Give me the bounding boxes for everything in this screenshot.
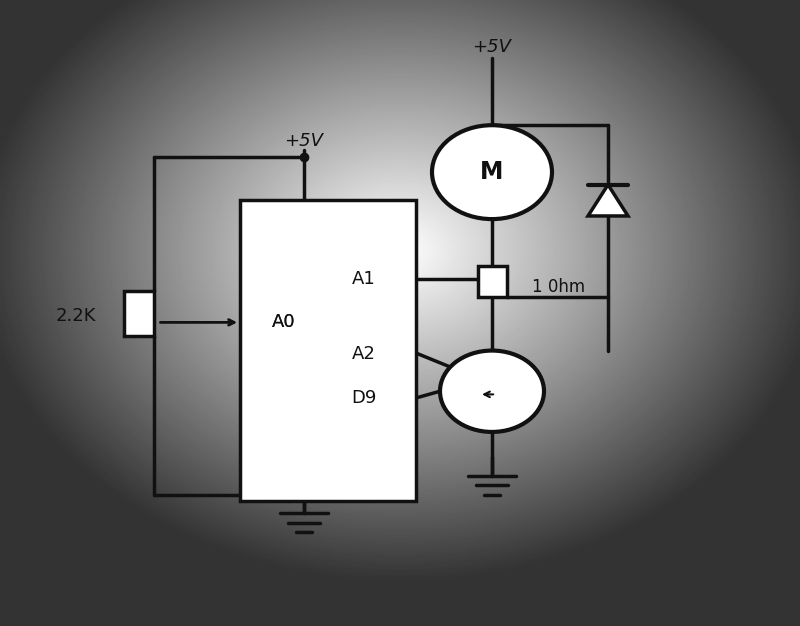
Text: D9: D9 <box>351 389 377 406</box>
Text: +5V: +5V <box>473 38 511 56</box>
Text: +5V: +5V <box>285 132 323 150</box>
Bar <box>124 291 154 336</box>
Text: A2: A2 <box>352 345 376 362</box>
Bar <box>240 200 416 501</box>
Polygon shape <box>588 185 628 216</box>
Text: A0: A0 <box>272 314 296 331</box>
Text: 1 0hm: 1 0hm <box>532 278 585 295</box>
Circle shape <box>432 125 552 219</box>
Text: 2.2K: 2.2K <box>56 307 96 325</box>
Circle shape <box>440 351 544 432</box>
Text: A1: A1 <box>352 270 376 287</box>
Bar <box>478 266 507 297</box>
Text: M: M <box>480 160 504 184</box>
Text: A0: A0 <box>272 314 296 331</box>
